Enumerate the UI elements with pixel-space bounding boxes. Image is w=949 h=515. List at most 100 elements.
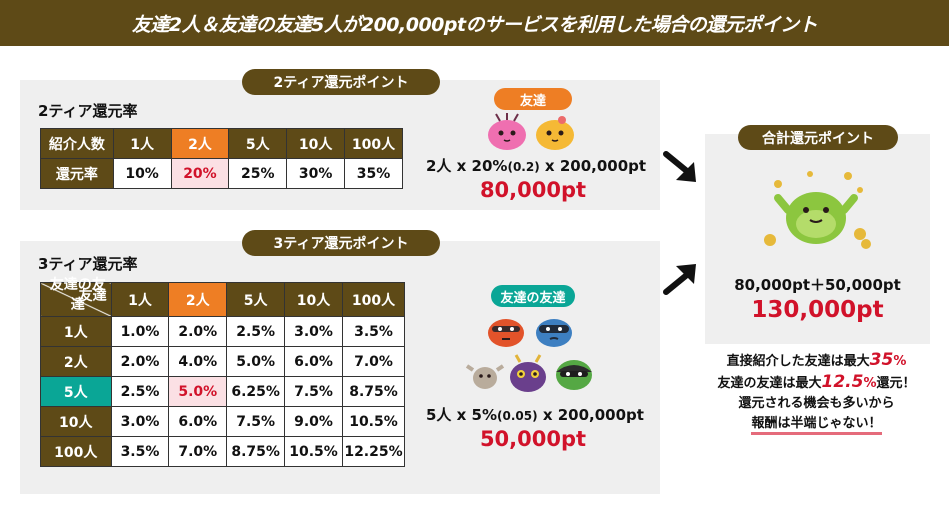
table-cell: 3.0% <box>284 316 343 347</box>
total-sum: 80,000pt＋50,000pt <box>734 276 901 294</box>
table-cell: 7.0% <box>168 436 228 467</box>
total-points: 130,000pt <box>751 297 884 323</box>
table-cell: 2.0% <box>168 316 228 347</box>
page-header: 友達2人＆友達の友達5人が200,000ptのサービスを利用した場合の還元ポイン… <box>0 0 949 46</box>
note-line-3: 還元される機会も多いから <box>738 396 895 411</box>
table-header-cell-highlight: 2人 <box>170 128 230 159</box>
total-pill: 合計還元ポイント <box>738 125 898 150</box>
table-cell: 7.5% <box>284 376 343 407</box>
table-cell: 8.75% <box>341 376 406 407</box>
note-line-2: 友達の友達は最大12.5%還元！ <box>694 372 939 394</box>
table-row-label-highlight: 5人 <box>40 376 112 407</box>
friend-of-friend-tag: 友達の友達 <box>491 285 575 307</box>
arrow-down-right-icon <box>663 151 696 182</box>
green-masked-mascot-icon <box>556 360 592 390</box>
table-header-cell: 5人 <box>226 282 286 317</box>
green-mascot-with-coins-icon <box>764 171 871 249</box>
table-header-cell: 100人 <box>341 282 406 317</box>
note-text: 友達の友達は最大 <box>717 376 822 391</box>
table-row: 5人 2.5% 5.0% 6.25% 7.5% 8.75% <box>40 376 406 407</box>
table-cell: 9.0% <box>284 406 343 437</box>
note-percent: % <box>863 376 877 391</box>
note-highlight: 12.5 <box>821 372 864 392</box>
table-row: 2人 2.0% 4.0% 5.0% 6.0% 7.0% <box>40 346 406 377</box>
table-header-cell: 10人 <box>286 128 346 159</box>
table-row-label: 100人 <box>40 436 112 467</box>
formula-main: 5人 x 5% <box>426 406 498 424</box>
tier2-points: 80,000pt <box>479 178 587 202</box>
tier3-subtitle: 3ティア還元率 <box>38 255 138 273</box>
table-cell: 12.25% <box>341 436 406 467</box>
table-header-cell: 1人 <box>112 128 172 159</box>
note-text: 還元！ <box>876 376 916 391</box>
friend-tag: 友達 <box>494 88 572 110</box>
table-cell: 10.5% <box>341 406 406 437</box>
table-row-label: 1人 <box>40 316 112 347</box>
formula-tail: x 200,000pt <box>537 406 644 424</box>
diag-bottom-label: 友達の友達 <box>49 277 106 313</box>
note-percent: % <box>893 354 907 369</box>
table-header-cell: 10人 <box>284 282 343 317</box>
tier2-rate-table: 紹介人数 1人 2人 5人 10人 100人 還元率 10% 20% 25% 3… <box>40 128 403 189</box>
table-row: 紹介人数 1人 2人 5人 10人 100人 <box>40 128 403 159</box>
blue-mascot-icon <box>536 319 572 347</box>
table-row: 還元率 10% 20% 25% 30% 35% <box>40 158 403 189</box>
note-text: 直接紹介した友達は最大 <box>726 354 870 369</box>
table-cell: 4.0% <box>168 346 228 377</box>
table-cell: 35% <box>344 158 403 189</box>
red-mascot-icon <box>488 319 524 347</box>
table-row-label: 10人 <box>40 406 112 437</box>
table-cell: 30% <box>286 158 346 189</box>
tier3-formula: 5人 x 5%(0.05) x 200,000pt <box>426 404 644 425</box>
purple-mascot-icon <box>510 354 546 392</box>
table-cell: 3.5% <box>110 436 170 467</box>
note-underlined-text: 報酬は半端じゃない！ <box>751 416 882 435</box>
note-line-1: 直接紹介した友達は最大35% <box>694 350 939 372</box>
table-cell: 6.0% <box>284 346 343 377</box>
tier3-points: 50,000pt <box>479 427 587 451</box>
formula-main: 2人 x 20% <box>426 157 508 175</box>
diag-top-label: 友達 <box>78 288 107 304</box>
tier2-subtitle: 2ティア還元率 <box>38 102 138 120</box>
table-cell: 25% <box>228 158 288 189</box>
formula-decimal: (0.05) <box>497 409 538 423</box>
table-row-label: 還元率 <box>40 158 114 189</box>
table-cell: 5.0% <box>226 346 286 377</box>
table-header-cell: 5人 <box>228 128 288 159</box>
table-cell: 2.0% <box>110 346 170 377</box>
header-title: 友達2人＆友達の友達5人が200,000ptのサービスを利用した場合の還元ポイン… <box>131 13 818 36</box>
table-cell: 8.75% <box>226 436 286 467</box>
table-row: 100人 3.5% 7.0% 8.75% 10.5% 12.25% <box>40 436 406 467</box>
note-highlight: 35 <box>869 350 894 370</box>
table-cell: 10.5% <box>284 436 343 467</box>
table-cell: 3.5% <box>341 316 406 347</box>
formula-decimal: (0.2) <box>507 160 540 174</box>
table-cell: 10% <box>112 158 172 189</box>
tier2-pill: 2ティア還元ポイント <box>242 69 440 95</box>
tier3-rate-table: 友達 友達の友達 1人 2人 5人 10人 100人 1人 1.0% 2.0% … <box>40 277 406 467</box>
table-diagonal-header: 友達 友達の友達 <box>40 277 112 317</box>
reward-note: 直接紹介した友達は最大35% 友達の友達は最大12.5%還元！ 還元される機会も… <box>694 350 939 435</box>
table-cell: 3.0% <box>110 406 170 437</box>
tier2-formula: 2人 x 20%(0.2) x 200,000pt <box>426 155 646 176</box>
note-line-4: 報酬は半端じゃない！ <box>694 414 939 435</box>
table-header-cell-highlight: 2人 <box>168 282 228 317</box>
table-cell: 7.0% <box>341 346 406 377</box>
table-row-label: 2人 <box>40 346 112 377</box>
table-cell: 6.0% <box>168 406 228 437</box>
table-cell: 6.25% <box>226 376 286 407</box>
table-row: 10人 3.0% 6.0% 7.5% 9.0% 10.5% <box>40 406 406 437</box>
arrow-up-right-icon <box>663 264 696 295</box>
table-cell: 2.5% <box>110 376 170 407</box>
goat-mascot-icon <box>465 364 505 389</box>
yellow-mascot-icon <box>536 116 574 150</box>
pink-mascot-icon <box>488 113 526 150</box>
table-header-cell: 100人 <box>344 128 403 159</box>
table-header-cell: 1人 <box>110 282 170 317</box>
formula-tail: x 200,000pt <box>539 157 647 175</box>
table-cell-highlight: 5.0% <box>168 376 228 407</box>
tier3-pill: 3ティア還元ポイント <box>242 230 440 256</box>
table-row: 友達 友達の友達 1人 2人 5人 10人 100人 <box>40 277 406 317</box>
table-cell: 2.5% <box>226 316 286 347</box>
table-cell: 1.0% <box>110 316 170 347</box>
